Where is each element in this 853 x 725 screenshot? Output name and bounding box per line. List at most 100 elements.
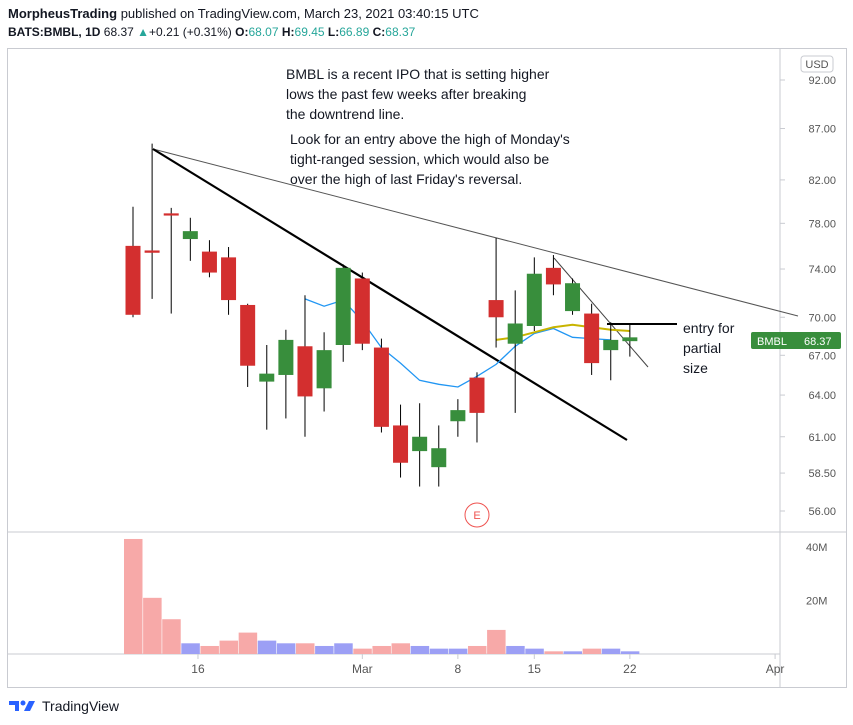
volume-bar [200, 645, 219, 654]
resistance-trendline[interactable] [152, 148, 799, 317]
close-label: C: [372, 25, 386, 39]
candle [335, 264, 351, 362]
low-value: 66.89 [339, 25, 370, 39]
last-price-tag: BMBL 68.37 [751, 332, 841, 349]
price-tick-label: 64.00 [808, 390, 836, 402]
author-name[interactable]: MorpheusTrading [8, 6, 118, 21]
low-label: L: [327, 25, 340, 39]
candle [373, 338, 389, 433]
volume-tick-label: 20M [806, 596, 827, 608]
volume-bar [391, 643, 411, 654]
candle [144, 143, 160, 299]
volume-bar [238, 632, 258, 654]
candle-body [545, 267, 561, 285]
drawn-trendlines[interactable] [152, 148, 799, 441]
price-tick-label: 56.00 [808, 506, 836, 518]
open-label: O: [235, 25, 249, 39]
price-tick-label: 82.00 [808, 175, 836, 187]
candles [125, 143, 638, 487]
currency-label: USD [805, 59, 828, 71]
earnings-icon[interactable] [464, 502, 490, 528]
candle-body [507, 323, 523, 344]
candle [125, 206, 141, 318]
time-axis[interactable]: 16 Mar 8 15 22 Apr [191, 654, 784, 676]
volume-bar [563, 651, 583, 654]
short-downtrend-line[interactable] [553, 257, 649, 368]
candle [584, 303, 600, 375]
entry-note-line3: size [683, 360, 708, 376]
earnings-marker[interactable]: E [464, 502, 490, 528]
price-tick-label: 70.00 [808, 312, 836, 324]
last-price: 68.37 [103, 25, 134, 39]
time-tick-label: 15 [528, 662, 542, 676]
last-price-symbol: BMBL [757, 336, 787, 348]
high-label: H: [281, 25, 295, 39]
candle-body [622, 337, 638, 342]
candle-body [431, 448, 447, 468]
candle [163, 207, 179, 314]
candle [412, 403, 428, 487]
candle-body [259, 373, 275, 382]
price-tick-label: 87.00 [808, 124, 836, 136]
candle [201, 240, 217, 278]
volume-bar [124, 538, 143, 654]
candle [545, 255, 561, 296]
candle [240, 303, 256, 387]
volume-bar [181, 643, 200, 654]
open-value: 68.07 [248, 25, 279, 39]
candlestick-chart[interactable]: USD 92.00 87.00 82.00 78.00 74.00 70.00 67.00 6… [7, 48, 847, 688]
candle [469, 372, 485, 443]
price-tick-label: 78.00 [808, 218, 836, 230]
text-annotations[interactable]: BMBL is a recent IPO that is setting hig… [286, 66, 735, 376]
candle-body [163, 213, 179, 216]
candle [259, 344, 275, 430]
volume-bar [467, 645, 487, 654]
volume-bar [143, 597, 162, 654]
volume-bar [257, 640, 277, 654]
last-price-tag-bg [751, 332, 841, 349]
time-tick-label: Apr [766, 662, 785, 676]
candle [354, 272, 370, 351]
candle [526, 257, 542, 332]
volume-bar [410, 645, 430, 654]
close-value: 68.37 [385, 25, 416, 39]
publish-text: published on TradingView.com, March 23, … [120, 6, 479, 21]
candle-body [603, 339, 619, 351]
volume-bar [525, 648, 544, 654]
candle [221, 247, 237, 315]
time-tick-label: 16 [191, 662, 205, 676]
volume-axis: 40M 20M [806, 542, 827, 608]
change-up-icon: ▲ [137, 25, 150, 39]
brand-name[interactable]: TradingView [42, 698, 120, 714]
candle-body [412, 436, 428, 452]
volume-bar [315, 645, 334, 654]
price-axis[interactable]: USD 92.00 87.00 82.00 78.00 74.00 70.00 67.00 6… [780, 55, 836, 518]
volume-bar [162, 619, 181, 654]
candle-body [565, 283, 581, 312]
candle-body [488, 300, 504, 318]
price-tick-label: 58.50 [808, 468, 836, 480]
volume-bar [544, 651, 563, 654]
volume-bar [601, 648, 621, 654]
price-tick-label: 74.00 [808, 264, 836, 276]
entry-note-line2: partial [683, 340, 721, 356]
candle-body [393, 425, 409, 463]
candle-body [125, 245, 141, 315]
volume-bar [582, 648, 602, 654]
candle [622, 323, 638, 357]
downtrend-line[interactable] [152, 148, 628, 441]
volume-bar [429, 648, 449, 654]
candle-body [182, 231, 198, 240]
volume-tick-label: 40M [806, 542, 827, 554]
candle-body [450, 410, 466, 422]
volume-bar [487, 629, 506, 654]
chart-frame[interactable]: USD 92.00 87.00 82.00 78.00 74.00 70.00 67.00 6… [7, 48, 847, 688]
volume-bars [124, 538, 640, 654]
candle-body [144, 250, 160, 253]
volume-bar [448, 648, 468, 654]
note1-line2: lows the past few weeks after breaking [286, 86, 526, 102]
currency-badge[interactable] [800, 55, 834, 73]
earnings-letter: E [473, 510, 480, 522]
candle [603, 322, 619, 381]
volume-bar [620, 651, 640, 654]
